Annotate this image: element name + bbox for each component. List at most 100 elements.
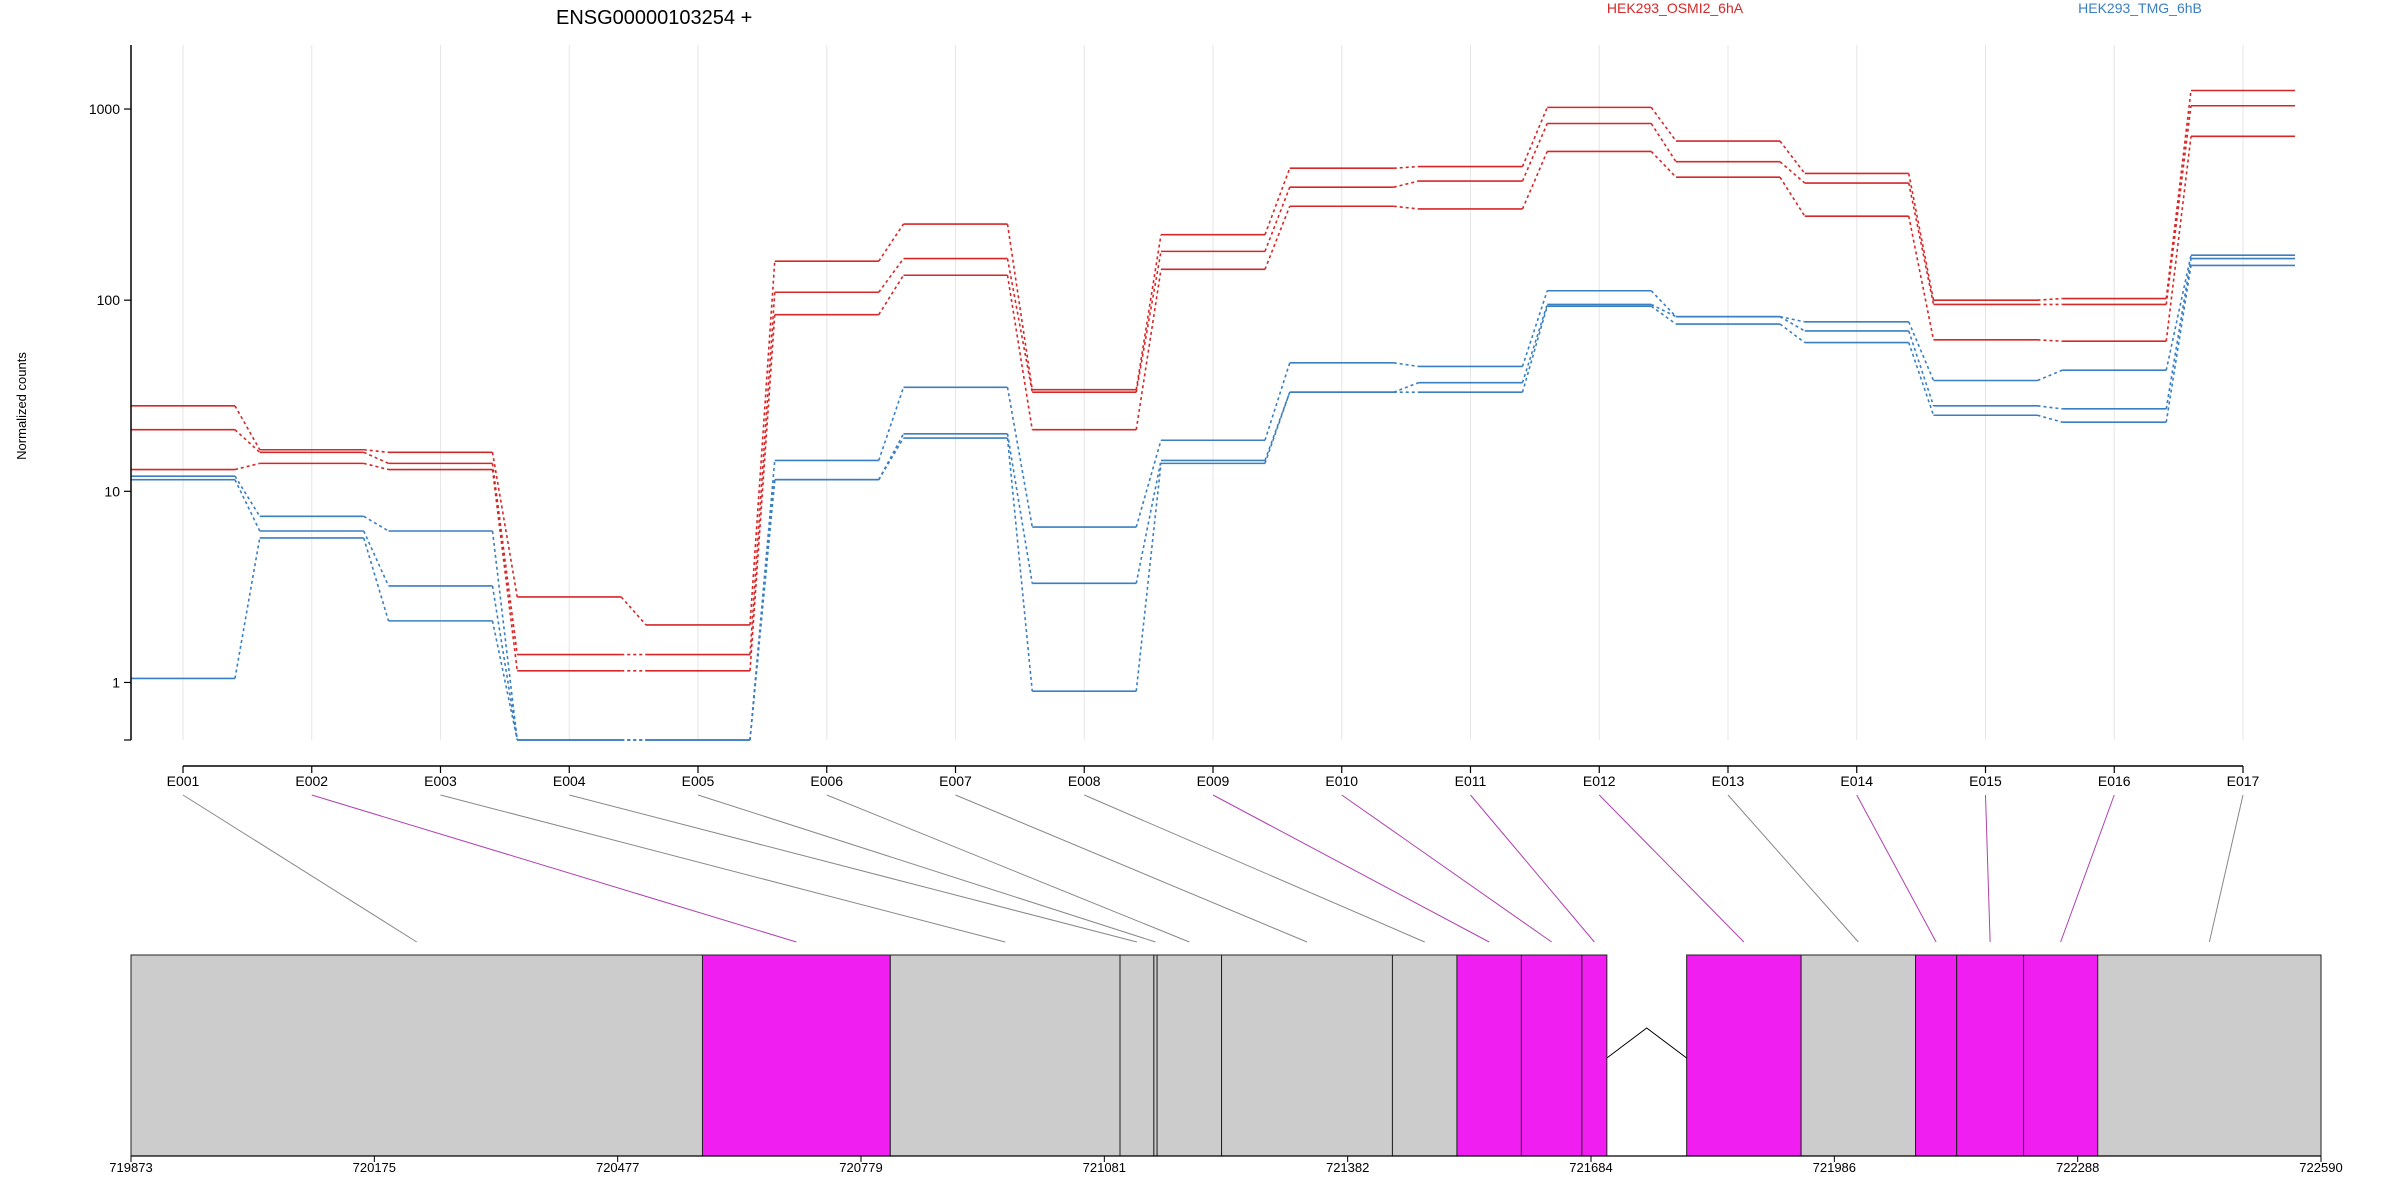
series-connector [749, 261, 776, 625]
connector-e014 [1856, 794, 1937, 943]
series-connector [1135, 460, 1162, 584]
x-tick-label-e002: E002 [295, 773, 328, 789]
series-connector [1908, 321, 1935, 381]
legend-label-osmi2: HEK293_OSMI2_6hA [1607, 0, 1744, 16]
exon-box-e012 [1686, 954, 1802, 1157]
exon-box-e006 [1156, 954, 1223, 1157]
series-connector [234, 475, 261, 517]
series-connector [491, 452, 519, 598]
series-connector [234, 537, 261, 679]
exon-box-e007 [1221, 954, 1393, 1157]
series-connector [878, 274, 905, 316]
series-connector [1650, 305, 1677, 325]
chart-title: ENSG00000103254 + [556, 7, 752, 29]
genomic-axis-ticks: 719873 720175 720477 720779 721081 721382 7216… [109, 1156, 2343, 1175]
series-connector [2165, 254, 2192, 371]
genomic-tick-label: 720477 [596, 1160, 639, 1175]
series-connector [1006, 433, 1034, 584]
series-connector [491, 463, 519, 655]
series-connector [362, 537, 390, 622]
genomic-tick-label: 721081 [1083, 1160, 1126, 1175]
series-connector [1393, 165, 1419, 170]
series-connector [1779, 140, 1806, 174]
connector-e011 [1470, 794, 1595, 943]
y-tick-label: 1000 [89, 101, 120, 117]
intron-line [1606, 1027, 1687, 1059]
x-tick-label-e007: E007 [939, 773, 972, 789]
x-tick-label-e017: E017 [2227, 773, 2260, 789]
connector-e015 [1985, 794, 1991, 943]
series-connector [1264, 186, 1291, 252]
series-connector [2037, 414, 2063, 423]
exon-box-e011 [1581, 954, 1608, 1157]
series-connector [234, 429, 261, 453]
exon-box-e016 [2023, 954, 2099, 1157]
series-connector [1264, 362, 1291, 441]
series-connector [1006, 275, 1034, 430]
series-connector [1779, 176, 1806, 217]
connector-e002 [311, 794, 797, 943]
series-connector [1521, 305, 1549, 393]
series-connector [1006, 258, 1034, 393]
series-connector [620, 596, 647, 626]
connector-e017 [2208, 794, 2244, 943]
series-connector [1135, 234, 1162, 390]
series-connector [2165, 258, 2192, 409]
series-connector [1006, 437, 1034, 692]
series-layer [131, 89, 2295, 741]
x-tick-label-e013: E013 [1712, 773, 1745, 789]
series-connector [1650, 290, 1677, 318]
connector-e012 [1598, 794, 1745, 943]
gene-model [130, 954, 2322, 1157]
exon-box-e008 [1391, 954, 1458, 1157]
series-connector [1779, 315, 1805, 323]
exon-box-e001 [130, 954, 703, 1157]
series-connector [1779, 323, 1806, 344]
x-tick-label-e004: E004 [553, 773, 586, 789]
series-connector [749, 479, 776, 741]
exon-box-e009 [1456, 954, 1522, 1157]
exon-box-e013 [1800, 954, 1917, 1157]
series-connector [878, 437, 905, 481]
genomic-tick-label: 721684 [1569, 1160, 1612, 1175]
axes-layer: 1 10 100 1000 E001 E002 E003 E004 E005 E006 E007 E0… [89, 45, 2260, 789]
series-connector [1521, 290, 1549, 367]
series-connector [749, 314, 776, 671]
connector-e001 [182, 794, 418, 943]
y-axis-label: Normalized counts [14, 352, 29, 460]
series-connector [1264, 205, 1291, 270]
x-tick-label-e006: E006 [810, 773, 843, 789]
series-connector [878, 223, 905, 262]
series-connector [749, 292, 776, 655]
series-connector [234, 405, 261, 451]
series-connector [1264, 391, 1291, 464]
x-tick-label-e001: E001 [167, 773, 200, 789]
series-connector [1135, 269, 1162, 430]
connector-e007 [955, 794, 1308, 943]
series-connector [2037, 339, 2063, 342]
series-connector [1264, 167, 1291, 235]
series-connector [1006, 223, 1034, 390]
series-connector [363, 530, 390, 587]
series-connector [2037, 405, 2063, 410]
series-connector [878, 258, 905, 293]
series-connector [363, 448, 389, 454]
series-connector [1521, 151, 1548, 210]
genomic-tick-label: 722288 [2056, 1160, 2099, 1175]
connector-e004 [569, 794, 1138, 943]
series-connector [363, 451, 389, 465]
exon-box-e010 [1520, 954, 1583, 1157]
series-connector [2165, 265, 2192, 423]
series-connector [1393, 205, 1419, 210]
exon-box-e017 [2097, 954, 2322, 1157]
series-connector [1907, 182, 1935, 305]
connector-e013 [1727, 794, 1859, 943]
series-connector [2165, 90, 2192, 299]
genomic-tick-label: 719873 [109, 1160, 152, 1175]
series-connector [2165, 136, 2192, 342]
y-tick-label: 100 [97, 292, 121, 308]
y-tick-label: 1 [112, 674, 120, 690]
x-tick-label-e014: E014 [1840, 773, 1873, 789]
x-tick-label-e012: E012 [1583, 773, 1616, 789]
exon-box-e014 [1915, 954, 1958, 1157]
